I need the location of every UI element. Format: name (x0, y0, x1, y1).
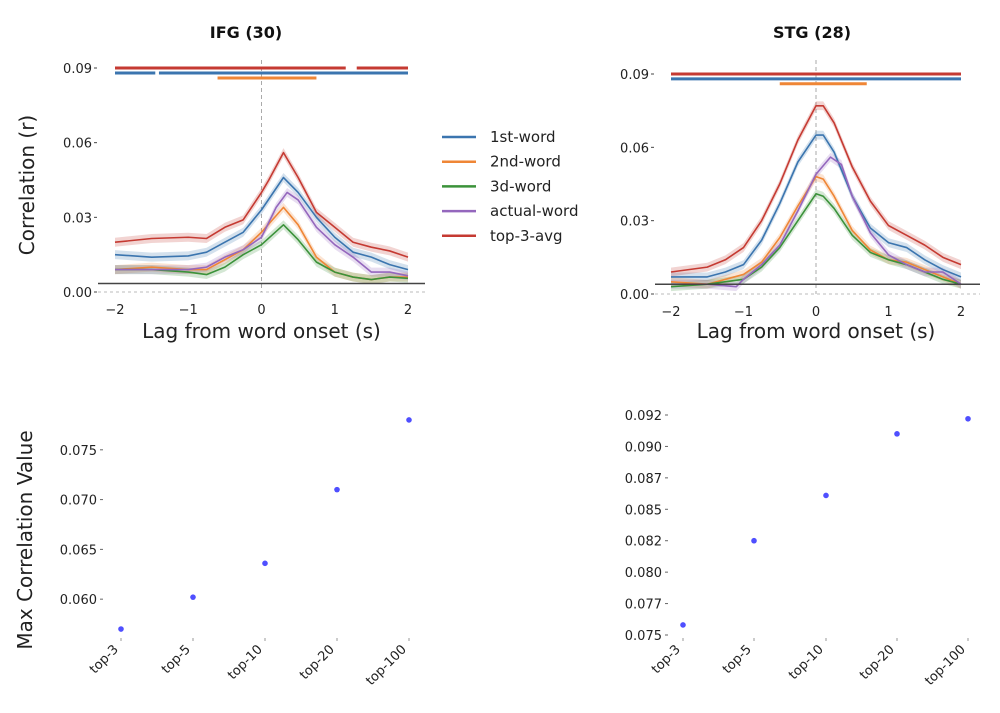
x-tick-label: top-20 (857, 642, 898, 683)
error-band-1st-word (671, 130, 961, 282)
scatter-point-top-10 (823, 492, 829, 499)
legend: 1st-word 2nd-word 3d-word actual-word top-3-… (442, 128, 578, 245)
y-tick-label: 0.06 (63, 137, 92, 152)
y-tick-label: 0.087 (625, 472, 662, 487)
ifg-line-panel: IFG (30) 0.00 0.03 0.06 0.09 −2 −1 0 1 2 Lag from … (15, 23, 425, 343)
scatter-point-top-10 (262, 560, 268, 567)
ifg-scatter-panel: 0.060 0.065 0.070 0.075 top-3 top-5 top-10 top-… (13, 417, 412, 689)
error-band-actual-word (115, 187, 408, 281)
series-line-3d-word (115, 224, 409, 281)
y-tick-label: 0.00 (63, 286, 92, 301)
stg-line-panel: STG (28) 0.00 0.03 0.06 0.09 −2 −1 0 1 2 Lag from … (620, 23, 980, 343)
y-tick-label: 0.082 (625, 535, 662, 550)
scatter-point-top-100 (965, 415, 971, 422)
error-band-3d-word (671, 189, 961, 292)
y-tick-label: 0.060 (60, 593, 97, 608)
x-tick-label: 2 (957, 305, 965, 320)
y-tick-label: 0.075 (60, 444, 97, 459)
x-tick-label: top-100 (922, 642, 969, 689)
error-band-1st-word (115, 173, 408, 275)
x-tick-label: −1 (734, 305, 753, 320)
series-line-2nd-word (670, 175, 962, 286)
legend-label: 2nd-word (490, 153, 561, 171)
panel-title: STG (28) (773, 23, 851, 42)
scatter-point-top-3 (118, 626, 124, 632)
x-tick-label: top-3 (87, 642, 122, 677)
legend-label: 3d-word (490, 177, 551, 195)
series-line-actual-word (115, 191, 409, 277)
y-tick-label: 0.00 (620, 288, 649, 303)
scatter-point-top-20 (334, 486, 340, 493)
y-tick-label: 0.065 (60, 543, 97, 558)
y-axis-label: Correlation (r) (15, 115, 39, 255)
y-tick-label: 0.09 (63, 62, 92, 77)
y-tick-label: 0.090 (625, 440, 662, 455)
series-line-1st-word (114, 176, 409, 271)
x-tick-label: −2 (661, 305, 680, 320)
series-line-actual-word (671, 156, 962, 288)
x-tick-label: top-5 (720, 642, 755, 677)
x-axis-label: Lag from word onset (s) (697, 319, 936, 343)
x-tick-label: top-3 (649, 642, 684, 677)
y-tick-label: 0.092 (625, 409, 662, 424)
scatter-point-top-20 (894, 431, 900, 437)
error-band-3d-word (115, 220, 408, 285)
series-line-top-3-avg (114, 151, 409, 258)
x-tick-label: top-10 (786, 642, 827, 683)
y-tick-label: 0.070 (60, 494, 97, 509)
x-tick-label: top-100 (363, 642, 410, 689)
x-tick-label: top-5 (159, 642, 194, 677)
y-tick-label: 0.09 (620, 68, 649, 83)
scatter-point-top-100 (406, 417, 412, 423)
scatter-point-top-3 (680, 622, 686, 628)
legend-label: actual-word (490, 202, 578, 220)
error-band-actual-word (671, 152, 961, 292)
x-tick-label: −1 (179, 303, 198, 318)
scatter-point-top-5 (751, 537, 757, 544)
x-tick-label: top-20 (297, 642, 338, 683)
panel-title: IFG (30) (210, 23, 282, 42)
y-tick-label: 0.080 (625, 566, 662, 581)
legend-label: top-3-avg (490, 227, 563, 245)
error-band-2nd-word (115, 202, 408, 285)
y-tick-label: 0.03 (63, 211, 92, 226)
y-tick-label: 0.077 (625, 598, 662, 613)
y-tick-label: 0.06 (620, 141, 649, 156)
x-tick-label: 1 (331, 303, 339, 318)
x-tick-label: 0 (812, 305, 820, 320)
x-tick-label: −2 (105, 303, 124, 318)
series-line-top-3-avg (670, 104, 962, 273)
error-band-top-3-avg (115, 148, 408, 262)
legend-label: 1st-word (490, 128, 556, 146)
x-tick-label: 1 (884, 305, 892, 320)
y-tick-label: 0.075 (625, 629, 662, 644)
x-tick-label: 2 (404, 303, 412, 318)
y-tick-label: 0.085 (625, 503, 662, 518)
y-tick-label: 0.03 (620, 215, 649, 230)
x-tick-label: top-10 (225, 642, 266, 683)
series-line-1st-word (671, 134, 962, 278)
scatter-point-top-5 (190, 594, 196, 600)
stg-scatter-panel: 0.075 0.077 0.080 0.082 0.085 0.087 0.090 0.092… (625, 409, 971, 689)
x-axis-label: Lag from word onset (s) (142, 319, 381, 343)
y-axis-label: Max Correlation Value (13, 430, 37, 649)
x-tick-label: 0 (257, 303, 265, 318)
